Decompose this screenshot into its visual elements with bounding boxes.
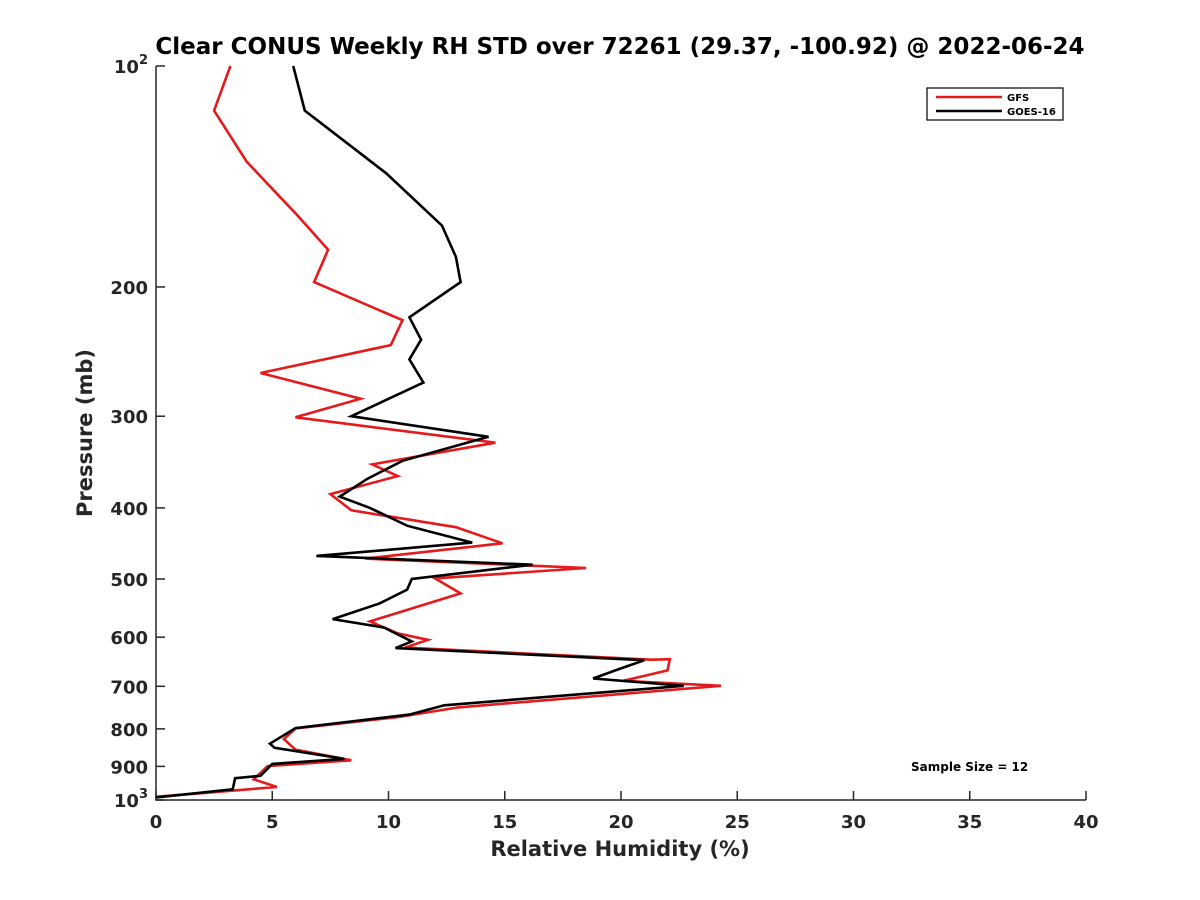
x-axis-label: Relative Humidity (%) bbox=[490, 837, 749, 861]
x-tick-label: 15 bbox=[492, 812, 517, 833]
plot-area bbox=[155, 65, 1086, 801]
x-axis-ticks: 0 5 10 15 20 25 30 35 40 bbox=[150, 791, 1099, 833]
y-axis-label: Pressure (mb) bbox=[73, 349, 97, 517]
y-tick-label: 300 bbox=[110, 407, 148, 428]
x-tick-label: 0 bbox=[150, 812, 163, 833]
y-tick-label: 600 bbox=[110, 628, 148, 649]
y-axis-ticks: 102 200 300 400 500 600 700 800 900 103 bbox=[110, 53, 165, 812]
y-tick-label: 900 bbox=[110, 757, 148, 778]
legend-label: GOES-16 bbox=[1007, 107, 1056, 118]
legend-label: GFS bbox=[1007, 93, 1029, 104]
series-line-goes-16 bbox=[155, 65, 684, 799]
y-tick-label: 500 bbox=[110, 570, 148, 591]
x-tick-label: 35 bbox=[957, 812, 982, 833]
x-tick-label: 30 bbox=[841, 812, 866, 833]
y-tick-label: 103 bbox=[114, 787, 148, 812]
x-tick-label: 10 bbox=[376, 812, 401, 833]
x-tick-label: 20 bbox=[608, 812, 633, 833]
series-layer bbox=[155, 65, 722, 799]
chart-title: Clear CONUS Weekly RH STD over 72261 (29… bbox=[155, 34, 1084, 60]
y-tick-label: 400 bbox=[110, 499, 148, 520]
y-tick-label: 200 bbox=[110, 278, 148, 299]
legend-box bbox=[926, 87, 1064, 121]
legend: GFS GOES-16 bbox=[926, 87, 1064, 121]
y-tick-label: 800 bbox=[110, 720, 148, 741]
y-tick-label: 700 bbox=[110, 677, 148, 698]
y-tick-label: 102 bbox=[114, 53, 148, 78]
sample-size-annotation: Sample Size = 12 bbox=[911, 760, 1028, 774]
x-tick-label: 40 bbox=[1073, 812, 1098, 833]
x-tick-label: 5 bbox=[266, 812, 279, 833]
series-line-gfs bbox=[155, 65, 722, 799]
x-tick-label: 25 bbox=[725, 812, 750, 833]
